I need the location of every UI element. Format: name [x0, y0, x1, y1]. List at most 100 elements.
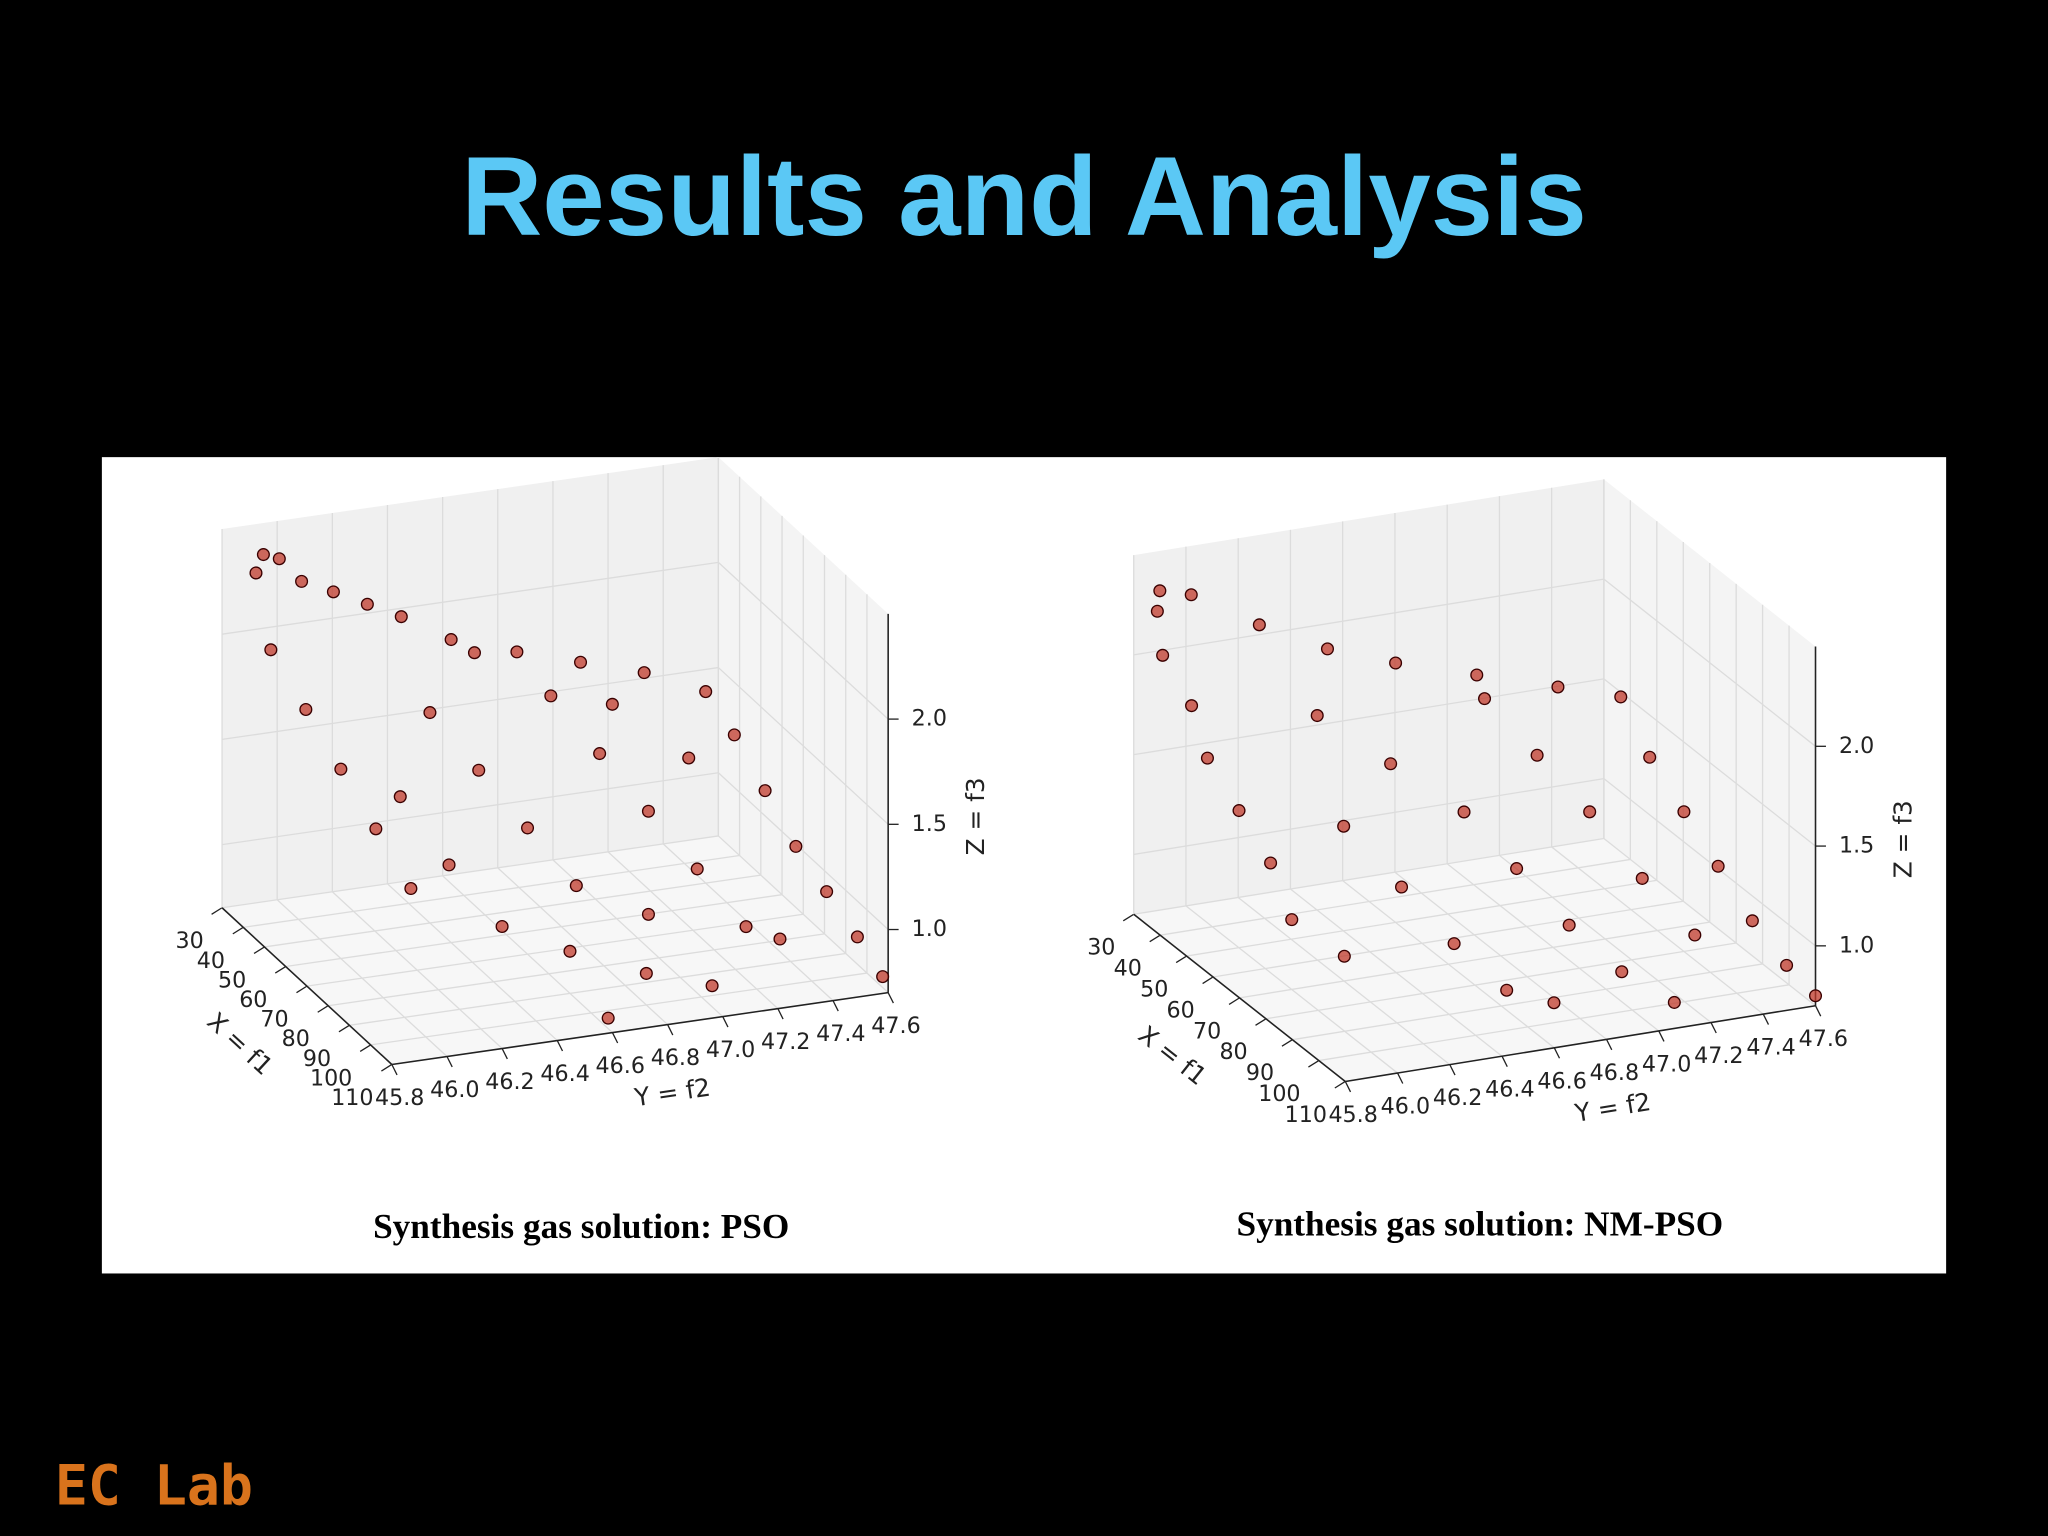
- slide-title: Results and Analysis: [461, 133, 1587, 259]
- grid-line: [1160, 858, 1631, 936]
- grid-line: [221, 772, 719, 846]
- grid-line: [1290, 888, 1503, 1057]
- tick-mark: [1202, 976, 1214, 985]
- data-point: [393, 790, 407, 804]
- data-point: [569, 879, 583, 893]
- x-tick-label: 70: [260, 1007, 288, 1033]
- data-point: [1252, 618, 1266, 632]
- data-point: [727, 728, 741, 742]
- data-point: [1184, 588, 1198, 602]
- grid-line: [306, 913, 804, 987]
- y-tick-label: 46.8: [1590, 1060, 1639, 1086]
- grid-line: [1603, 578, 1816, 747]
- tick-mark: [446, 1056, 453, 1068]
- data-point: [1808, 989, 1823, 1003]
- data-point: [442, 858, 456, 872]
- tick-mark: [211, 907, 223, 915]
- data-point: [1711, 859, 1725, 873]
- x-tick-label: 30: [176, 928, 204, 954]
- y-tick-label: 47.4: [816, 1021, 865, 1047]
- tick-mark: [501, 1048, 508, 1060]
- data-point: [510, 645, 524, 659]
- grid-line: [1133, 578, 1605, 656]
- data-point: [639, 966, 653, 980]
- z-tick-label: 1.5: [1839, 833, 1874, 859]
- data-point: [1510, 862, 1524, 876]
- tick-mark: [1710, 1022, 1717, 1034]
- axis-line: [1133, 913, 1346, 1083]
- tick-mark: [1122, 913, 1135, 922]
- data-point: [334, 762, 348, 776]
- grid-line: [285, 894, 783, 968]
- z-tick-label: 2.0: [912, 706, 947, 732]
- data-point: [1677, 805, 1691, 819]
- grid-line: [1394, 871, 1607, 1040]
- x-tick-label: 80: [282, 1026, 310, 1052]
- data-point: [690, 862, 704, 876]
- x-tick-label: 80: [1219, 1039, 1247, 1065]
- x-tick-label: 90: [1246, 1060, 1274, 1086]
- data-point: [1688, 928, 1702, 942]
- x-tick-label: 50: [1140, 977, 1168, 1003]
- z-tick-label: 1.0: [912, 916, 947, 942]
- data-point: [574, 655, 588, 669]
- tick-mark: [232, 926, 244, 935]
- data-point: [1232, 804, 1246, 818]
- tick-mark: [832, 1000, 839, 1012]
- data-point: [593, 747, 607, 761]
- data-point: [605, 697, 619, 711]
- x-tick-label: 100: [310, 1065, 352, 1091]
- grid-line: [607, 851, 779, 1010]
- z-tick-label: 1.5: [912, 811, 947, 837]
- data-point: [820, 885, 834, 899]
- grid-line: [1185, 905, 1398, 1074]
- tick-mark: [611, 1032, 619, 1044]
- data-point: [1635, 871, 1649, 885]
- tick-mark: [274, 965, 287, 974]
- grid-line: [1265, 942, 1737, 1020]
- grid-line: [1212, 900, 1684, 978]
- data-point: [876, 970, 890, 984]
- grid-line: [221, 666, 719, 741]
- data-point: [773, 932, 787, 946]
- data-point: [360, 597, 374, 611]
- x-tick-label: 50: [218, 967, 246, 993]
- data-point: [641, 804, 655, 818]
- tick-mark: [1344, 1081, 1352, 1093]
- data-point: [850, 930, 864, 944]
- data-point: [299, 702, 313, 717]
- grid-line: [243, 854, 740, 928]
- grid-line: [1551, 846, 1764, 1015]
- data-point: [739, 920, 753, 934]
- grid-line: [1318, 984, 1790, 1062]
- data-point: [1200, 751, 1214, 765]
- y-tick-label: 45.8: [375, 1085, 424, 1111]
- y-tick-label: 46.2: [1433, 1085, 1482, 1111]
- back-pane: [1133, 479, 1604, 915]
- x-tick-label: 30: [1087, 935, 1115, 961]
- y-tick-label: 47.4: [1746, 1035, 1795, 1061]
- data-point: [249, 566, 263, 580]
- grid-line: [264, 874, 761, 948]
- tick-mark: [317, 1005, 329, 1013]
- y-tick-label: 46.8: [651, 1045, 700, 1071]
- tick-mark: [1501, 1055, 1508, 1067]
- grid-line: [331, 891, 503, 1050]
- data-point: [467, 646, 481, 660]
- grid-line: [1499, 854, 1712, 1024]
- tick-mark: [1175, 955, 1187, 964]
- y-tick-label: 46.0: [1381, 1094, 1430, 1120]
- tick-mark: [666, 1024, 674, 1036]
- data-point: [1530, 748, 1544, 762]
- grid-line: [1239, 921, 1710, 999]
- data-point: [601, 1011, 615, 1025]
- tick-mark: [556, 1040, 564, 1052]
- data-point: [1150, 604, 1164, 618]
- data-point: [1395, 880, 1409, 894]
- tick-mark: [722, 1016, 729, 1028]
- x-tick-label: 100: [1258, 1081, 1300, 1107]
- grid-line: [1603, 678, 1816, 847]
- tick-mark: [1449, 1064, 1456, 1076]
- data-point: [256, 548, 270, 562]
- tick-mark: [296, 985, 308, 994]
